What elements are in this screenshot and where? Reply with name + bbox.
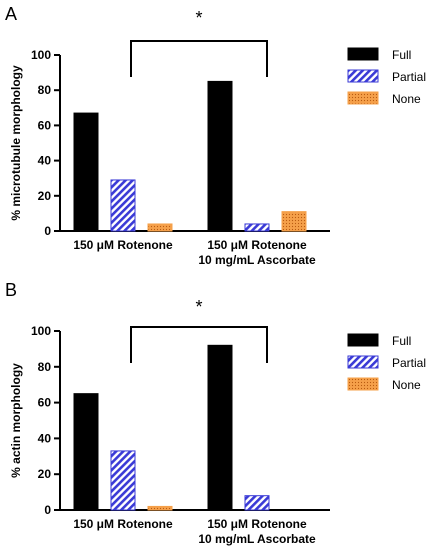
bar-full	[207, 80, 233, 232]
significance-bracket	[130, 40, 268, 77]
y-tick-label: 40	[38, 154, 52, 168]
bar-partial	[110, 179, 136, 232]
category-label-line2: 10 mg/mL Ascorbate	[198, 253, 316, 267]
panel-letter: A	[5, 4, 17, 24]
legend-label: Partial	[392, 70, 426, 84]
y-axis-label: % microtubule morphology	[9, 65, 23, 221]
bar-full	[73, 112, 99, 232]
legend-label: Full	[392, 334, 411, 348]
y-tick-label: 80	[38, 83, 52, 97]
y-axis-label: % actin morphology	[9, 363, 23, 478]
bar-partial	[110, 450, 136, 511]
bar-none	[147, 223, 173, 232]
legend-swatch-partial	[347, 69, 379, 83]
legend-swatch-full	[347, 333, 379, 347]
legend-label: Full	[392, 48, 411, 62]
legend-label: Partial	[392, 356, 426, 370]
y-tick-label: 60	[38, 396, 52, 410]
y-tick-label: 40	[38, 431, 52, 445]
bar-none	[281, 211, 307, 232]
legend-swatch-partial	[347, 355, 379, 369]
category-label: 150 μM Rotenone	[207, 238, 307, 252]
legend-swatch-none	[347, 377, 379, 391]
legend-swatch-full	[347, 47, 379, 61]
bar-partial	[244, 495, 270, 511]
significance-star: *	[195, 8, 202, 28]
y-tick-label: 0	[44, 224, 51, 238]
legend-label: None	[392, 92, 421, 106]
category-label: 150 μM Rotenone	[73, 517, 173, 531]
category-label: 150 μM Rotenone	[73, 238, 173, 252]
panel-a: A 0 20 40 60 80 100 % microtubule morphology 150…	[5, 4, 426, 267]
legend-swatch-none	[347, 91, 379, 105]
bar-full	[73, 393, 99, 511]
category-label: 150 μM Rotenone	[207, 517, 307, 531]
panel-letter: B	[5, 280, 17, 300]
y-tick-label: 20	[38, 189, 52, 203]
y-tick-label: 80	[38, 360, 52, 374]
y-tick-label: 100	[31, 324, 51, 338]
y-tick-label: 0	[44, 503, 51, 517]
bar-none	[147, 505, 173, 511]
significance-bracket	[130, 326, 268, 363]
bar-partial	[244, 223, 270, 232]
y-tick-label: 20	[38, 467, 52, 481]
bar-full	[207, 344, 233, 511]
y-tick-label: 60	[38, 118, 52, 132]
legend-label: None	[392, 378, 421, 392]
significance-star: *	[195, 297, 202, 317]
y-tick-label: 100	[31, 48, 51, 62]
panel-b: B 0 20 40 60 80 100 % actin morphology 150 μM Ro…	[5, 280, 426, 546]
category-label-line2: 10 mg/mL Ascorbate	[198, 532, 316, 546]
